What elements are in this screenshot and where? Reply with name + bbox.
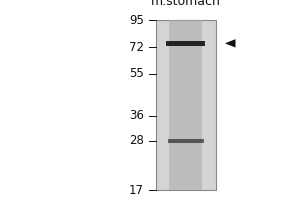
Polygon shape	[225, 39, 236, 48]
Text: 72: 72	[129, 41, 144, 54]
Text: 17: 17	[129, 184, 144, 196]
Text: 55: 55	[129, 67, 144, 80]
Text: 28: 28	[129, 134, 144, 147]
Bar	[168, 139, 204, 143]
Text: m.stomach: m.stomach	[151, 0, 221, 8]
Bar	[156, 20, 216, 190]
Bar	[169, 20, 202, 190]
Text: 36: 36	[129, 109, 144, 122]
Text: 95: 95	[129, 14, 144, 26]
Bar	[167, 41, 206, 46]
